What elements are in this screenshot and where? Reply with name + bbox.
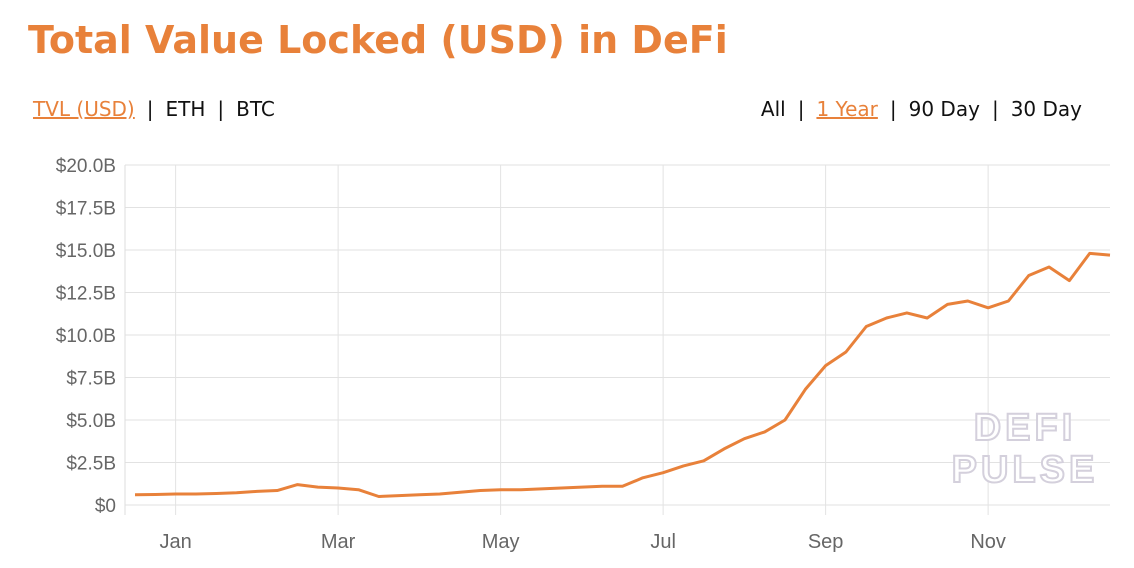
tab-label[interactable]: 90 Day — [908, 97, 980, 121]
page-title: Total Value Locked (USD) in DeFi — [28, 18, 728, 62]
tab-label[interactable]: 1 Year — [816, 97, 878, 121]
y-tick-label: $15.0B — [56, 241, 116, 262]
tab-label[interactable]: 30 Day — [1010, 97, 1082, 121]
tab-label[interactable]: TVL (USD) — [33, 97, 135, 121]
y-tick-label: $17.5B — [56, 199, 116, 220]
y-tick-label: $10.0B — [56, 326, 116, 347]
y-tick-label: $7.5B — [66, 369, 116, 390]
tab[interactable]: 1 Year — [786, 97, 878, 121]
tab[interactable]: ETH — [135, 97, 206, 121]
unit-tabs: TVL (USD) ETH BTC — [33, 97, 275, 121]
y-tick-label: $5.0B — [66, 411, 116, 432]
y-tick-label: $12.5B — [56, 284, 116, 305]
x-tick-label: Jul — [650, 531, 676, 553]
tab[interactable]: 90 Day — [878, 97, 980, 121]
watermark: DEFI — [974, 407, 1077, 449]
y-tick-label: $20.0B — [56, 156, 116, 177]
x-tick-label: Jan — [160, 531, 192, 553]
y-tick-label: $0 — [95, 496, 116, 517]
x-tick-label: Nov — [970, 531, 1006, 553]
tab-label[interactable]: BTC — [236, 97, 275, 121]
tab[interactable]: BTC — [205, 97, 275, 121]
tab[interactable]: 30 Day — [980, 97, 1082, 121]
tab[interactable]: All — [761, 97, 786, 121]
range-tabs: All 1 Year 90 Day 30 Day — [761, 97, 1082, 121]
watermark: PULSE — [952, 449, 1099, 491]
tab-label[interactable]: ETH — [165, 97, 206, 121]
y-tick-label: $2.5B — [66, 454, 116, 475]
x-tick-label: Sep — [808, 531, 844, 553]
x-tick-label: Mar — [321, 531, 356, 553]
tab[interactable]: TVL (USD) — [33, 97, 135, 121]
tab-label[interactable]: All — [760, 97, 786, 121]
tvl-line — [134, 251, 1111, 498]
x-tick-label: May — [482, 531, 520, 553]
